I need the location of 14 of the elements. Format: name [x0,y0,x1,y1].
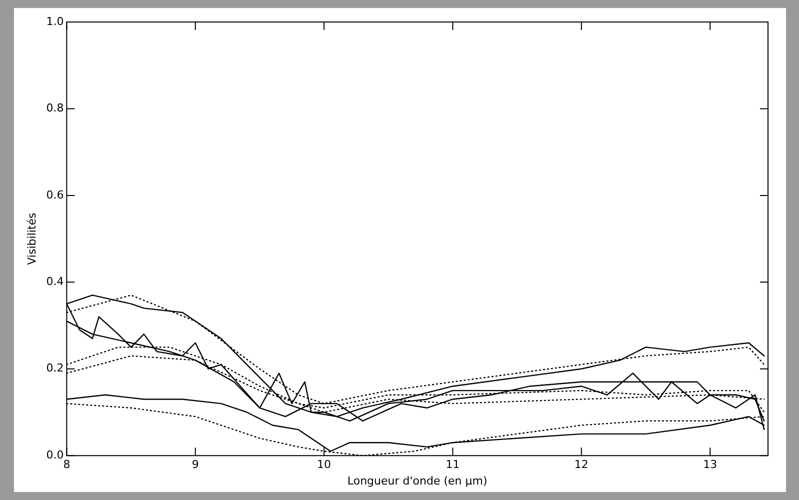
x-tick-label: 11 [446,458,460,472]
x-axis-title: Longueur d'onde (en µm) [347,474,488,488]
x-tick-label: 9 [192,458,199,472]
x-tick-label: 12 [574,458,588,472]
y-tick-label: 0.4 [46,275,64,288]
y-tick-label: 0.8 [46,102,64,115]
y-axis-title: Visibilités [25,212,38,265]
x-tick-label: 13 [703,458,718,472]
y-tick-label: 0.0 [46,448,64,462]
y-tick-label: 1.0 [46,14,64,28]
x-tick-label: 10 [317,458,332,472]
y-tick-label: 0.2 [46,362,64,375]
y-tick-label: 0.6 [46,188,64,202]
x-tick-label: 8 [63,458,70,472]
